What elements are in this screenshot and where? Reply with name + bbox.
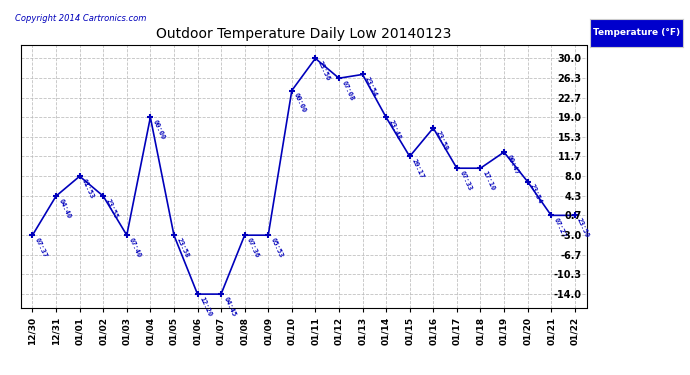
Text: 17:10: 17:10 <box>482 170 496 191</box>
Text: 07:40: 07:40 <box>128 237 143 258</box>
Text: 04:45: 04:45 <box>222 296 237 317</box>
Text: 23:54: 23:54 <box>529 183 543 205</box>
Text: 20:17: 20:17 <box>411 158 426 180</box>
Text: 07:08: 07:08 <box>340 80 355 101</box>
Text: 07:33: 07:33 <box>458 170 473 191</box>
Text: 23:55: 23:55 <box>105 198 119 219</box>
Text: 00:47: 00:47 <box>505 153 520 176</box>
Text: 23:50: 23:50 <box>576 217 591 238</box>
Text: 23:58: 23:58 <box>175 237 190 258</box>
Text: 07:36: 07:36 <box>246 237 260 258</box>
Text: 07:27: 07:27 <box>553 217 567 238</box>
Text: 23:48: 23:48 <box>388 119 402 141</box>
Text: 12:20: 12:20 <box>199 296 213 317</box>
Title: Outdoor Temperature Daily Low 20140123: Outdoor Temperature Daily Low 20140123 <box>156 27 451 41</box>
Text: 07:37: 07:37 <box>34 237 48 258</box>
Text: 23:54: 23:54 <box>364 76 378 98</box>
Text: 00:00: 00:00 <box>293 92 308 114</box>
Text: 01:53: 01:53 <box>81 178 95 200</box>
Text: 05:53: 05:53 <box>270 237 284 258</box>
Text: 23:56: 23:56 <box>317 60 331 82</box>
Text: 00:00: 00:00 <box>152 119 166 141</box>
Text: 23:59: 23:59 <box>435 129 449 151</box>
Text: 04:40: 04:40 <box>57 198 72 219</box>
Text: Copyright 2014 Cartronics.com: Copyright 2014 Cartronics.com <box>15 13 146 22</box>
Text: Temperature (°F): Temperature (°F) <box>593 28 680 38</box>
